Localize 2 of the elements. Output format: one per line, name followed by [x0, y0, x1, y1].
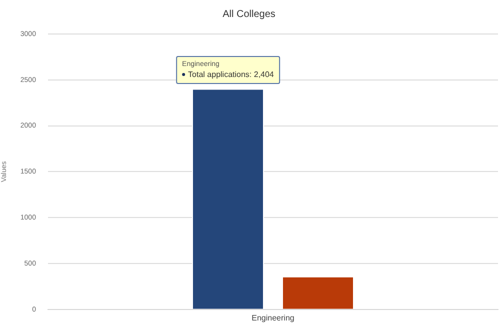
chart-title: All Colleges	[222, 8, 276, 20]
annotation: Total applications: 2,404	[188, 70, 274, 80]
